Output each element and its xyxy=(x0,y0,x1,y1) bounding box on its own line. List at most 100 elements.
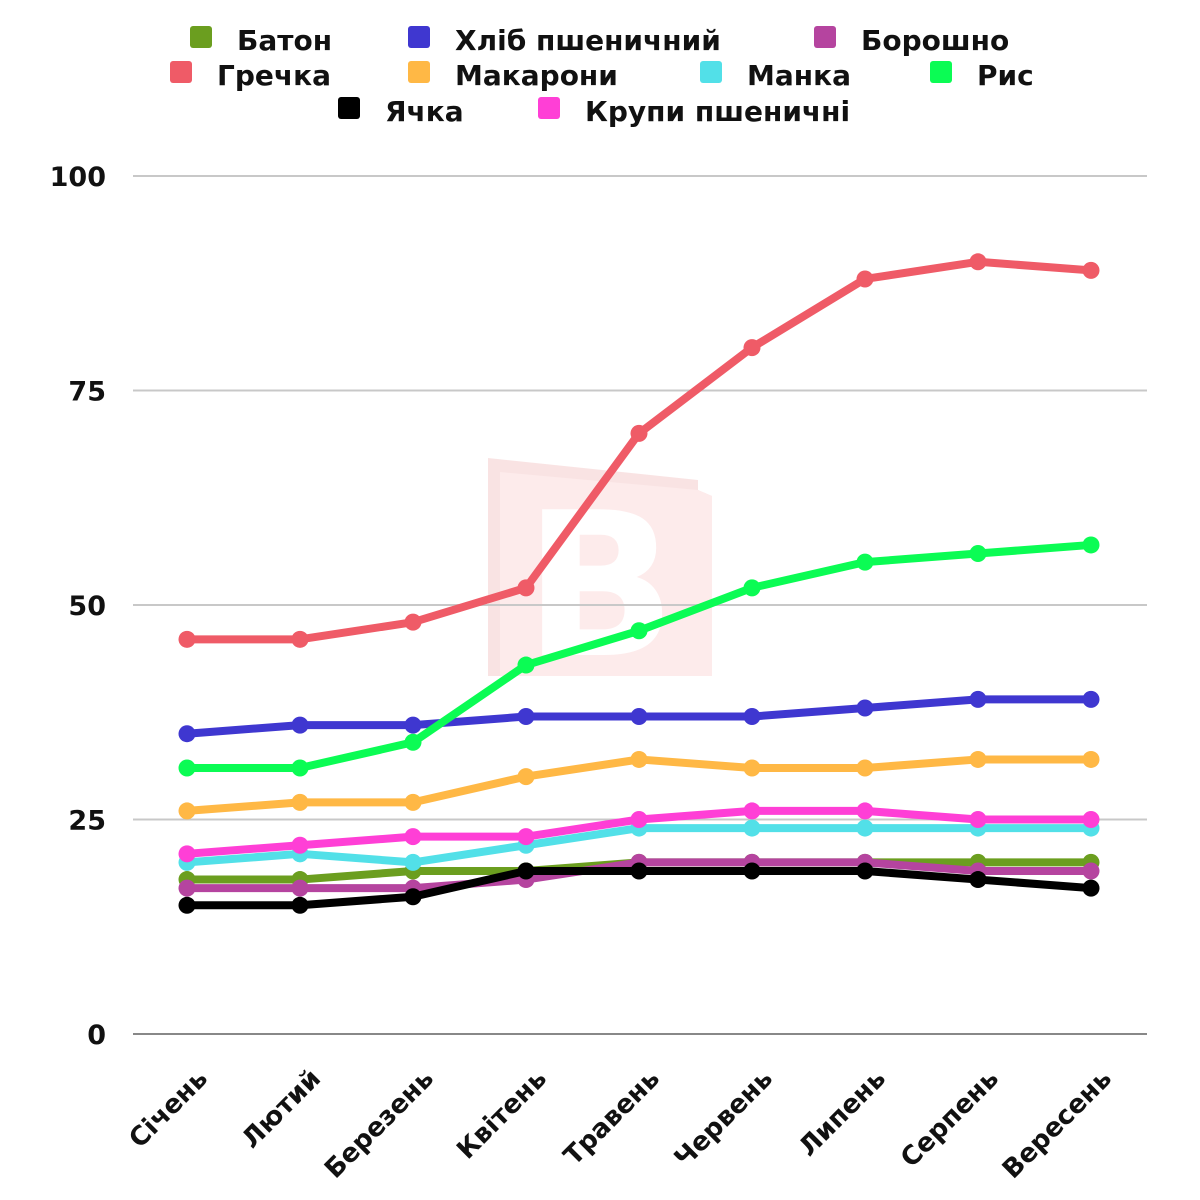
legend-item[interactable]: Борошно xyxy=(814,24,1009,57)
x-tick-label: Липень xyxy=(793,1064,892,1163)
data-point xyxy=(404,733,422,751)
data-point xyxy=(743,708,761,726)
data-point xyxy=(630,424,648,442)
legend-swatch xyxy=(408,61,430,83)
data-point xyxy=(517,656,535,674)
series-4 xyxy=(178,750,1100,820)
legend-swatch xyxy=(538,97,560,119)
legend-label: Ячка xyxy=(385,95,464,128)
x-tick-label: Червень xyxy=(669,1064,779,1174)
legend-item[interactable]: Крупи пшеничні xyxy=(538,95,850,128)
data-point xyxy=(517,708,535,726)
data-point xyxy=(743,802,761,820)
data-point xyxy=(1082,536,1100,554)
data-point xyxy=(178,802,196,820)
x-tick-label: Лютий xyxy=(236,1064,327,1155)
data-point xyxy=(291,630,309,648)
data-point xyxy=(969,690,987,708)
series-2 xyxy=(178,853,1100,897)
data-point xyxy=(856,270,874,288)
data-point xyxy=(969,811,987,828)
data-point xyxy=(178,725,196,743)
y-tick-label: 50 xyxy=(68,591,106,622)
data-point xyxy=(291,896,309,914)
x-tick-label: Серпень xyxy=(895,1064,1005,1174)
data-point xyxy=(856,802,874,820)
series-8 xyxy=(178,802,1100,863)
legend-swatch xyxy=(930,61,952,83)
y-tick-label: 25 xyxy=(68,806,106,837)
y-tick-label: 100 xyxy=(50,162,106,193)
x-tick-label: Січень xyxy=(124,1064,214,1154)
legend-label: Манка xyxy=(747,59,851,92)
legend-label: Крупи пшеничні xyxy=(585,95,850,128)
series-1 xyxy=(178,690,1100,743)
data-point xyxy=(969,750,987,768)
x-tick-label: Березень xyxy=(319,1064,440,1185)
legend-swatch xyxy=(700,61,722,83)
data-point xyxy=(404,828,422,846)
data-point xyxy=(743,759,761,777)
legend-item[interactable]: Батон xyxy=(190,24,332,57)
data-point xyxy=(1082,879,1100,897)
data-point xyxy=(630,622,648,640)
data-point xyxy=(404,613,422,631)
legend-item[interactable]: Гречка xyxy=(170,59,331,92)
data-point xyxy=(291,879,309,897)
data-point xyxy=(517,579,535,597)
data-point xyxy=(630,750,648,768)
data-point xyxy=(969,253,987,271)
data-point xyxy=(1082,690,1100,708)
legend-item[interactable]: Хліб пшеничний xyxy=(408,24,721,57)
x-tick-label: Вересень xyxy=(997,1064,1118,1185)
data-point xyxy=(856,553,874,571)
legend-swatch xyxy=(190,26,212,48)
data-point xyxy=(1082,862,1100,880)
data-point xyxy=(178,759,196,777)
data-point xyxy=(404,853,422,871)
x-tick-label: Травень xyxy=(558,1064,666,1172)
legend-label: Макарони xyxy=(455,59,618,92)
data-point xyxy=(517,768,535,786)
data-point xyxy=(178,879,196,897)
data-point xyxy=(517,828,535,846)
data-point xyxy=(856,862,874,880)
legend-item[interactable]: Манка xyxy=(700,59,851,92)
data-point xyxy=(291,716,309,734)
legend-swatch xyxy=(170,61,192,83)
legend-item[interactable]: Макарони xyxy=(408,59,618,92)
legend-swatch xyxy=(814,26,836,48)
data-point xyxy=(743,579,761,597)
data-point xyxy=(969,545,987,563)
data-point xyxy=(178,845,196,863)
legend-swatch xyxy=(408,26,430,48)
legend-swatch xyxy=(338,97,360,119)
data-point xyxy=(404,888,422,906)
legend-label: Хліб пшеничний xyxy=(455,24,721,57)
legend-item[interactable]: Рис xyxy=(930,59,1034,92)
data-point xyxy=(404,793,422,811)
data-point xyxy=(291,836,309,854)
data-point xyxy=(404,716,422,734)
data-point xyxy=(1082,261,1100,279)
svg-text:B: B xyxy=(524,470,676,703)
legend-label: Рис xyxy=(977,59,1034,92)
data-point xyxy=(291,793,309,811)
data-point xyxy=(969,871,987,889)
data-point xyxy=(178,896,196,914)
data-point xyxy=(1082,750,1100,768)
data-point xyxy=(630,811,648,828)
y-tick-label: 0 xyxy=(87,1020,106,1051)
y-tick-label: 75 xyxy=(68,377,106,408)
data-point xyxy=(1082,811,1100,828)
data-point xyxy=(743,339,761,357)
data-point xyxy=(743,819,761,837)
legend-label: Гречка xyxy=(217,59,331,92)
data-point xyxy=(630,862,648,880)
series-7 xyxy=(178,862,1100,914)
legend-item[interactable]: Ячка xyxy=(338,95,464,128)
data-point xyxy=(178,630,196,648)
data-point xyxy=(856,699,874,717)
series-6 xyxy=(178,536,1100,777)
